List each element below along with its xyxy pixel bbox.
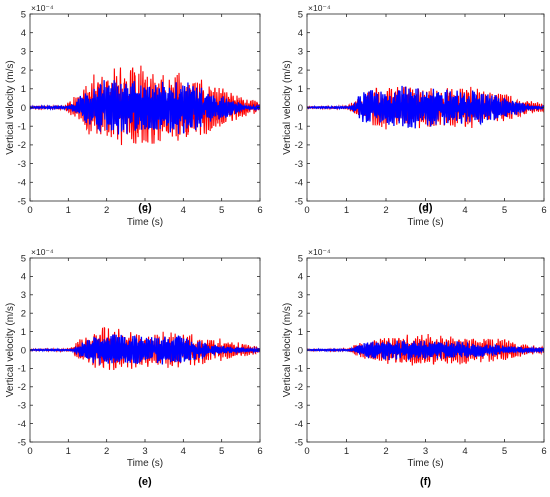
y-tick-label: 0	[21, 345, 26, 356]
x-tick-label: 5	[219, 446, 224, 457]
chart-panel: 0 1 2 3 4 5 6 5 4 3 2 1 0 -1 -2 -3 -4 -5 ×10⁻⁴ Time (s) Vert…	[5, 247, 263, 488]
y-tick-label: 5	[21, 253, 26, 264]
y-tick-label: 0	[21, 103, 26, 114]
series-line-blue	[307, 340, 544, 361]
y-tick-label: 4	[21, 272, 26, 283]
x-axis-label: Time (s)	[407, 458, 443, 469]
series-line-blue	[30, 334, 260, 365]
y-axis-label: Vertical velocity (m/s)	[5, 303, 16, 397]
y-tick-label: -3	[18, 159, 26, 170]
y-tick-label: 3	[298, 47, 303, 58]
x-tick-label: 0	[304, 446, 309, 457]
x-tick-label: 2	[383, 205, 388, 216]
x-tick-label: 6	[541, 446, 546, 457]
y-tick-label: 5	[21, 9, 26, 20]
x-tick-label: 3	[142, 446, 147, 457]
y-tick-label: 3	[21, 47, 26, 58]
y-tick-label: -2	[295, 382, 303, 393]
x-axis-label: Time (s)	[127, 217, 163, 228]
y-tick-label: -1	[18, 364, 26, 375]
x-tick-label: 2	[104, 205, 109, 216]
y-tick-label: 3	[298, 290, 303, 301]
x-tick-label: 0	[27, 205, 32, 216]
x-tick-label: 3	[423, 446, 428, 457]
x-axis-label: Time (s)	[407, 217, 443, 228]
x-tick-label: 4	[462, 205, 467, 216]
x-tick-label: 1	[66, 446, 71, 457]
y-tick-label: 1	[298, 84, 303, 95]
y-axis-label: Vertical velocity (m/s)	[282, 60, 293, 154]
y-tick-label: -2	[18, 140, 26, 151]
x-tick-label: 2	[104, 446, 109, 457]
y-tick-label: -4	[18, 178, 26, 189]
x-tick-label: 3	[423, 205, 428, 216]
y-tick-label: -1	[295, 122, 303, 133]
x-tick-label: 5	[219, 205, 224, 216]
x-tick-label: 6	[541, 205, 546, 216]
x-axis-label: Time (s)	[127, 458, 163, 469]
panel-label: (e)	[138, 476, 152, 488]
panel-label: (d)	[418, 202, 432, 214]
y-tick-label: -1	[18, 122, 26, 133]
x-tick-label: 4	[181, 205, 186, 216]
x-tick-label: 2	[383, 446, 388, 457]
y-tick-label: 1	[21, 327, 26, 338]
y-exponent-label: ×10⁻⁴	[31, 247, 54, 257]
x-tick-label: 5	[502, 205, 507, 216]
x-tick-label: 0	[27, 446, 32, 457]
y-tick-label: 1	[298, 327, 303, 338]
y-tick-label: -5	[295, 196, 303, 207]
x-tick-label: 5	[502, 446, 507, 457]
y-tick-label: -5	[295, 437, 303, 448]
panel-label: (c)	[138, 202, 152, 214]
x-tick-label: 1	[344, 446, 349, 457]
chart-panel: 0 1 2 3 4 5 6 5 4 3 2 1 0 -1 -2 -3 -4 -5 ×10⁻⁴ Time (s) Vert…	[282, 3, 547, 228]
x-tick-label: 0	[304, 205, 309, 216]
x-tick-label: 1	[66, 205, 71, 216]
chart-panel: 0 1 2 3 4 5 6 5 4 3 2 1 0 -1 -2 -3 -4 -5 ×10⁻⁴ Time (s) Vert…	[5, 3, 263, 228]
y-tick-label: -3	[295, 159, 303, 170]
y-tick-label: -5	[18, 196, 26, 207]
y-exponent-label: ×10⁻⁴	[31, 3, 54, 13]
y-tick-label: 1	[21, 84, 26, 95]
y-tick-label: -3	[18, 401, 26, 412]
y-tick-label: 4	[298, 272, 303, 283]
panel-label: (f)	[420, 476, 431, 488]
y-tick-label: -4	[18, 419, 26, 430]
y-tick-label: 4	[21, 28, 26, 39]
y-tick-label: 2	[298, 309, 303, 320]
y-tick-label: -2	[295, 140, 303, 151]
y-tick-label: 2	[21, 65, 26, 76]
x-tick-label: 1	[344, 205, 349, 216]
y-exponent-label: ×10⁻⁴	[308, 3, 331, 13]
y-tick-label: 3	[21, 290, 26, 301]
y-tick-label: -2	[18, 382, 26, 393]
y-tick-label: 0	[298, 103, 303, 114]
y-tick-label: -4	[295, 419, 303, 430]
y-tick-label: -5	[18, 437, 26, 448]
y-tick-label: 0	[298, 345, 303, 356]
series-line-blue	[30, 80, 260, 135]
y-tick-label: 2	[21, 309, 26, 320]
y-exponent-label: ×10⁻⁴	[308, 247, 331, 257]
y-axis-label: Vertical velocity (m/s)	[282, 303, 293, 397]
x-tick-label: 4	[462, 446, 467, 457]
x-tick-label: 6	[257, 446, 262, 457]
y-axis-label: Vertical velocity (m/s)	[5, 60, 16, 154]
x-tick-label: 4	[181, 446, 186, 457]
x-tick-label: 6	[257, 205, 262, 216]
series-line-blue	[307, 85, 544, 129]
y-tick-label: -1	[295, 364, 303, 375]
y-tick-label: 4	[298, 28, 303, 39]
y-tick-label: 5	[298, 253, 303, 264]
chart-panel: 0 1 2 3 4 5 6 5 4 3 2 1 0 -1 -2 -3 -4 -5 ×10⁻⁴ Time (s) Vert…	[282, 247, 547, 488]
x-tick-label: 3	[142, 205, 147, 216]
y-tick-label: 5	[298, 9, 303, 20]
y-tick-label: 2	[298, 65, 303, 76]
y-tick-label: -4	[295, 178, 303, 189]
y-tick-label: -3	[295, 401, 303, 412]
